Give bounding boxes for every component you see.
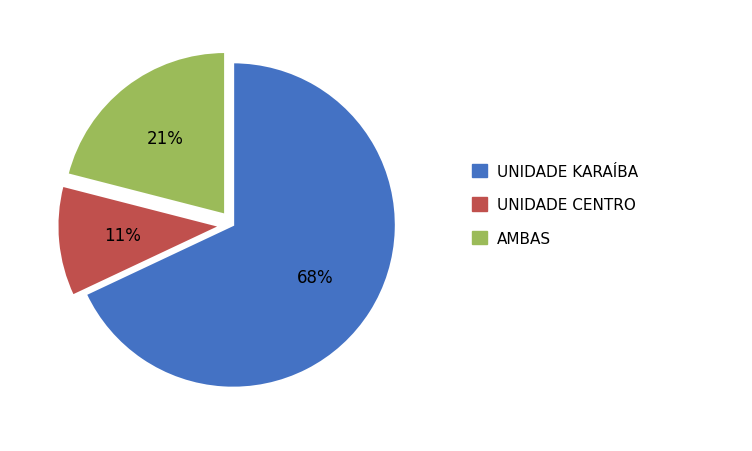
Wedge shape xyxy=(68,53,225,215)
Text: 11%: 11% xyxy=(105,227,141,245)
Wedge shape xyxy=(57,186,220,296)
Text: 21%: 21% xyxy=(147,129,183,147)
Legend: UNIDADE KARAÍBA, UNIDADE CENTRO, AMBAS: UNIDADE KARAÍBA, UNIDADE CENTRO, AMBAS xyxy=(465,157,645,253)
Wedge shape xyxy=(86,63,396,388)
Text: 68%: 68% xyxy=(297,269,334,287)
